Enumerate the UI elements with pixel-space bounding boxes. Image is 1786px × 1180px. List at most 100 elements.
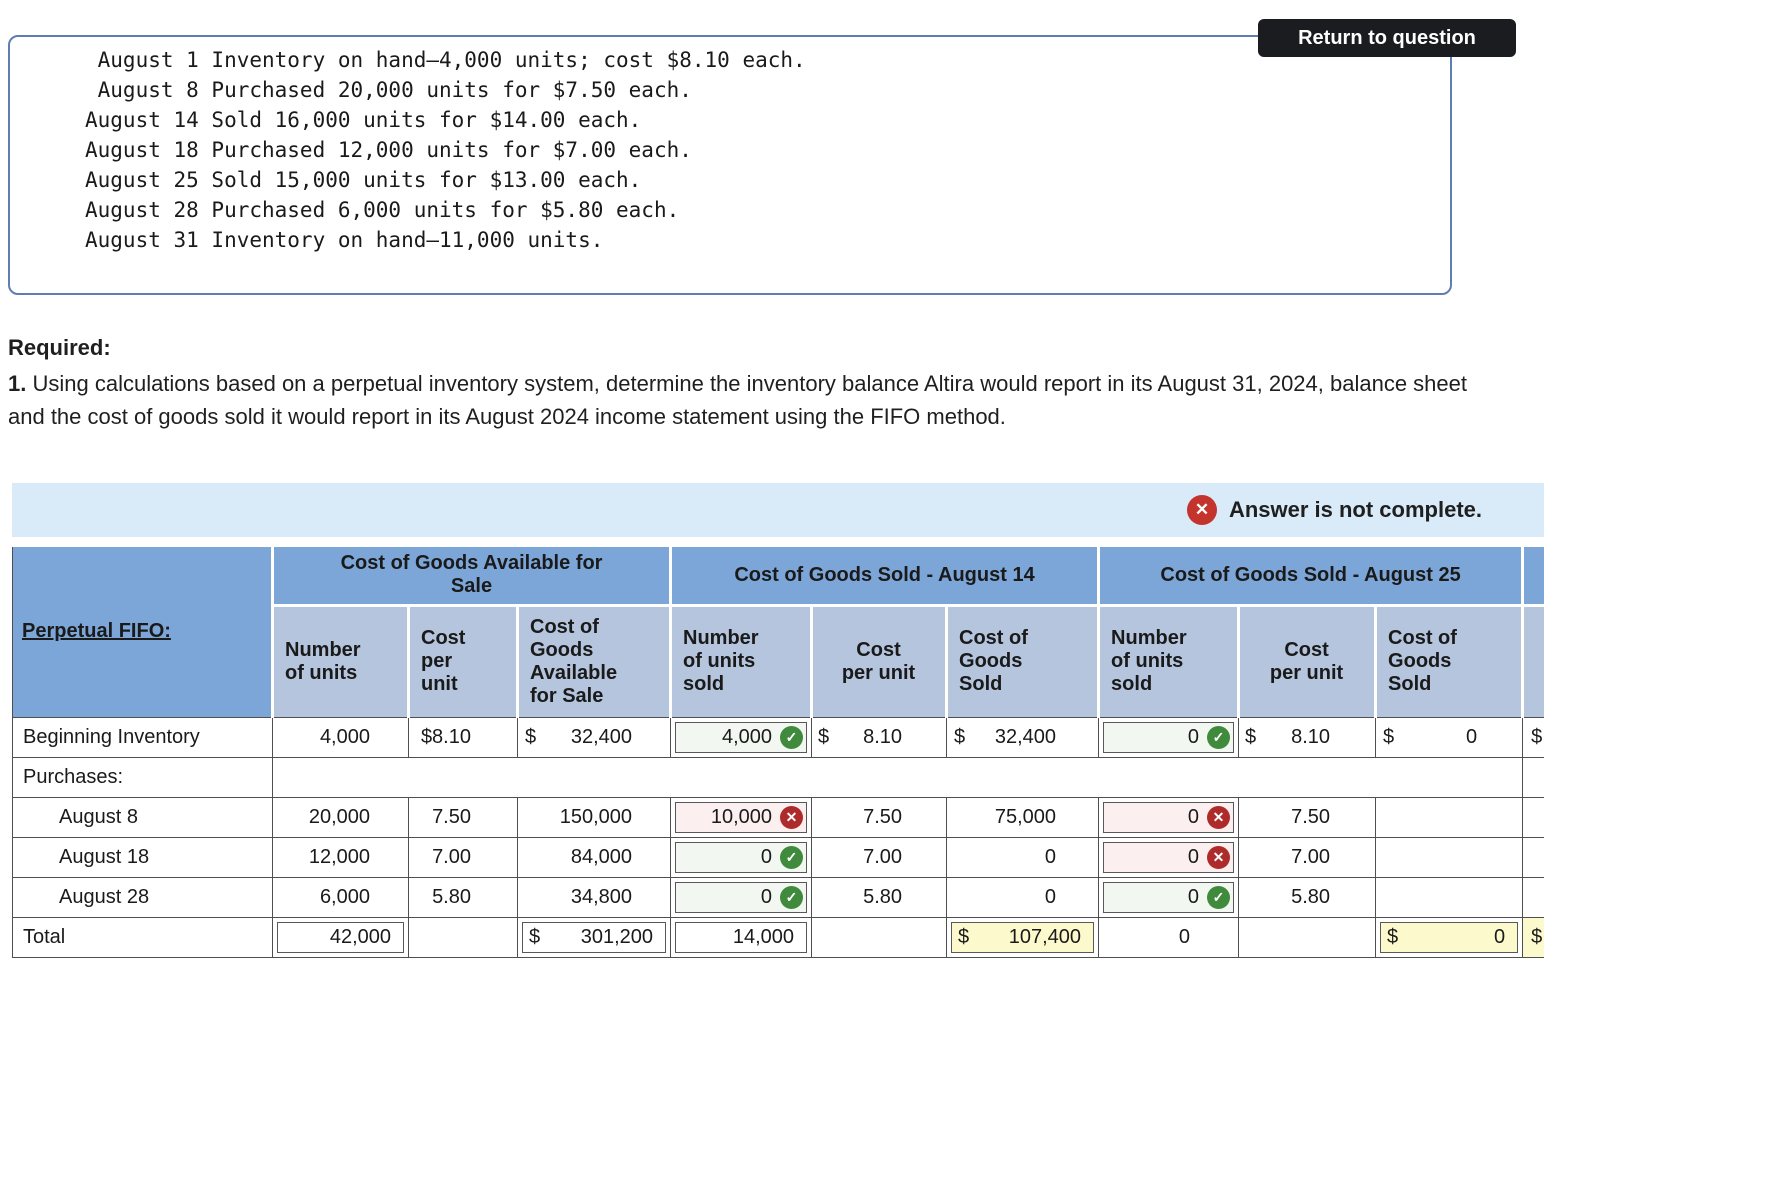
group-header-cogs-aug14: Cost of Goods Sold - August 14: [669, 547, 1101, 607]
cell-value: 7.00: [863, 845, 903, 868]
required-text: 1. Using calculations based on a perpetu…: [8, 367, 1504, 433]
required-section: Required: 1. Using calculations based on…: [8, 335, 1504, 433]
total-units-box[interactable]: 42,000: [277, 921, 404, 953]
cell-units-sold-aug25: 0 ✓: [1098, 716, 1240, 758]
subheader-cutoff: [1521, 603, 1544, 718]
row-label-august-8: August 8: [12, 796, 273, 838]
cell-cost-aug14: 5.80: [811, 876, 948, 918]
dollar-sign: $: [954, 725, 966, 748]
incorrect-icon: ✕: [1207, 805, 1231, 829]
return-to-question-button[interactable]: Return to question: [1258, 19, 1516, 57]
cell-cutoff: [1522, 876, 1544, 918]
cell-value: 0: [1493, 925, 1506, 948]
cell-units-sold-aug25: 0 ✕: [1098, 796, 1240, 838]
cell-units-sold-aug14: 4,000 ✓: [670, 716, 813, 758]
cell-value: 7.50: [1291, 805, 1331, 828]
cell-units: 20,000: [272, 796, 409, 838]
requirement-number: 1.: [8, 371, 27, 396]
answer-status-banner: ✕ Answer is not complete.: [12, 483, 1544, 537]
incomplete-icon: ✕: [1186, 495, 1217, 525]
cell-cutoff: $: [1522, 716, 1544, 758]
fifo-table-container: Perpetual FIFO: Cost of Goods Available …: [12, 547, 1544, 958]
cell-cost-per-unit: $8.10: [408, 716, 518, 758]
cell-empty: [1238, 916, 1377, 958]
table-row: August 28 6,000 5.80 34,800 0 ✓ 5.80 0 0 ✓…: [12, 876, 1544, 918]
cell-units-sold-aug25: 0 ✕: [1098, 836, 1240, 878]
input-units-sold-aug14-a18[interactable]: 0 ✓: [675, 841, 808, 873]
cell-cogs-aug14: 0: [946, 836, 1100, 878]
cell-total-units-sold-aug25: 0: [1098, 916, 1240, 958]
group-header-cogas: Cost of Goods Available for Sale: [270, 547, 673, 607]
cell-total-cogs-aug25: $0: [1375, 916, 1524, 958]
transactions-panel: August 1 Inventory on hand—4,000 units; …: [8, 35, 1452, 295]
cell-total-cogas: $301,200: [516, 916, 672, 958]
input-units-sold-aug14-a8[interactable]: 10,000 ✕: [675, 801, 808, 833]
cell-value: 42,000: [329, 925, 391, 948]
cell-value: 107,400: [1008, 925, 1082, 948]
cell-value: 75,000: [994, 805, 1057, 828]
cell-cogs-aug25: $0: [1375, 716, 1524, 758]
cell-total-units: 42,000: [272, 916, 409, 958]
cell-value: 32,400: [570, 725, 633, 748]
total-units-sold-aug14-box[interactable]: 14,000: [675, 921, 808, 953]
input-units-sold-aug25-a18[interactable]: 0 ✕: [1103, 841, 1235, 873]
input-units-sold-aug14-bi[interactable]: 4,000 ✓: [675, 721, 808, 753]
cell-cutoff: [1522, 756, 1544, 798]
perpetual-fifo-label: Perpetual FIFO:: [22, 620, 171, 643]
cell-cogas: 84,000: [516, 836, 672, 878]
cell-cost-per-unit: 7.50: [408, 796, 518, 838]
cell-value: 0: [1465, 725, 1478, 748]
cell-cogs-aug14: 0: [946, 876, 1100, 918]
table-row: August 18 12,000 7.00 84,000 0 ✓ 7.00 0 0…: [12, 836, 1544, 878]
cell-value: 7.00: [1291, 845, 1331, 868]
cell-cutoff: $: [1522, 916, 1544, 958]
subheader-cost-per-unit: Cost per unit: [407, 603, 519, 718]
input-units-sold-aug25-a28[interactable]: 0 ✓: [1103, 881, 1235, 913]
cell-cost-aug14: 7.50: [811, 796, 948, 838]
cell-cost-aug25: $8.10: [1238, 716, 1377, 758]
subheader-cost-per-unit-aug14: Cost per unit: [810, 603, 949, 718]
cell-value: 8.10: [863, 725, 903, 748]
input-value: 0: [1187, 805, 1200, 828]
table-row: Beginning Inventory 4,000 $8.10 $32,400 …: [12, 716, 1544, 758]
correct-icon: ✓: [780, 885, 804, 909]
transaction-line: August 28 Purchased 6,000 units for $5.8…: [85, 198, 680, 222]
row-label-august-18: August 18: [12, 836, 273, 878]
input-units-sold-aug14-a28[interactable]: 0 ✓: [675, 881, 808, 913]
page: { "icons": { "check": "✓", "cross": "✕" …: [0, 19, 1786, 1180]
cell-empty: [408, 916, 518, 958]
input-units-sold-aug25-bi[interactable]: 0 ✓: [1103, 721, 1235, 753]
fifo-table: Perpetual FIFO: Cost of Goods Available …: [12, 547, 1544, 958]
input-value: 0: [760, 885, 773, 908]
subheader-cogs-aug25: Cost of Goods Sold: [1374, 603, 1525, 718]
cell-value: 5.80: [863, 885, 903, 908]
cell-value: 301,200: [580, 925, 654, 948]
input-units-sold-aug25-a8[interactable]: 0 ✕: [1103, 801, 1235, 833]
answer-status-text: Answer is not complete.: [1228, 497, 1482, 522]
total-cogas-box[interactable]: $301,200: [522, 921, 667, 953]
cell-value: 32,400: [994, 725, 1057, 748]
row-label-purchases: Purchases:: [12, 756, 273, 798]
subheader-cost-per-unit-aug25: Cost per unit: [1237, 603, 1378, 718]
cell-units-sold-aug14: 0 ✓: [670, 836, 813, 878]
cell-units: 12,000: [272, 836, 409, 878]
input-value: 0: [1187, 725, 1200, 748]
cell-cutoff: [1522, 836, 1544, 878]
table-row: August 8 20,000 7.50 150,000 10,000 ✕ 7.5…: [12, 796, 1544, 838]
transaction-line: August 8 Purchased 20,000 units for $7.5…: [85, 78, 692, 102]
table-row-total: Total 42,000 $301,200 14,000 $107,400 0 …: [12, 916, 1544, 958]
transaction-line: August 25 Sold 15,000 units for $13.00 e…: [85, 168, 642, 192]
cell-value: 150,000: [559, 805, 633, 828]
row-label-beginning-inventory: Beginning Inventory: [12, 716, 273, 758]
cell-cogs-aug25: [1375, 796, 1524, 838]
correct-icon: ✓: [780, 845, 804, 869]
corner-label: Perpetual FIFO:: [12, 547, 274, 718]
cell-cogas: $32,400: [516, 716, 672, 758]
subheader-number-of-units: Number of units: [271, 603, 410, 718]
requirement-body: Using calculations based on a perpetual …: [8, 371, 1467, 429]
cell-cogs-aug25: [1375, 876, 1524, 918]
group-header-cutoff: [1521, 547, 1544, 607]
transaction-line: August 14 Sold 16,000 units for $14.00 e…: [85, 108, 642, 132]
cell-cogs-aug14: 75,000: [946, 796, 1100, 838]
cell-units: 6,000: [272, 876, 409, 918]
